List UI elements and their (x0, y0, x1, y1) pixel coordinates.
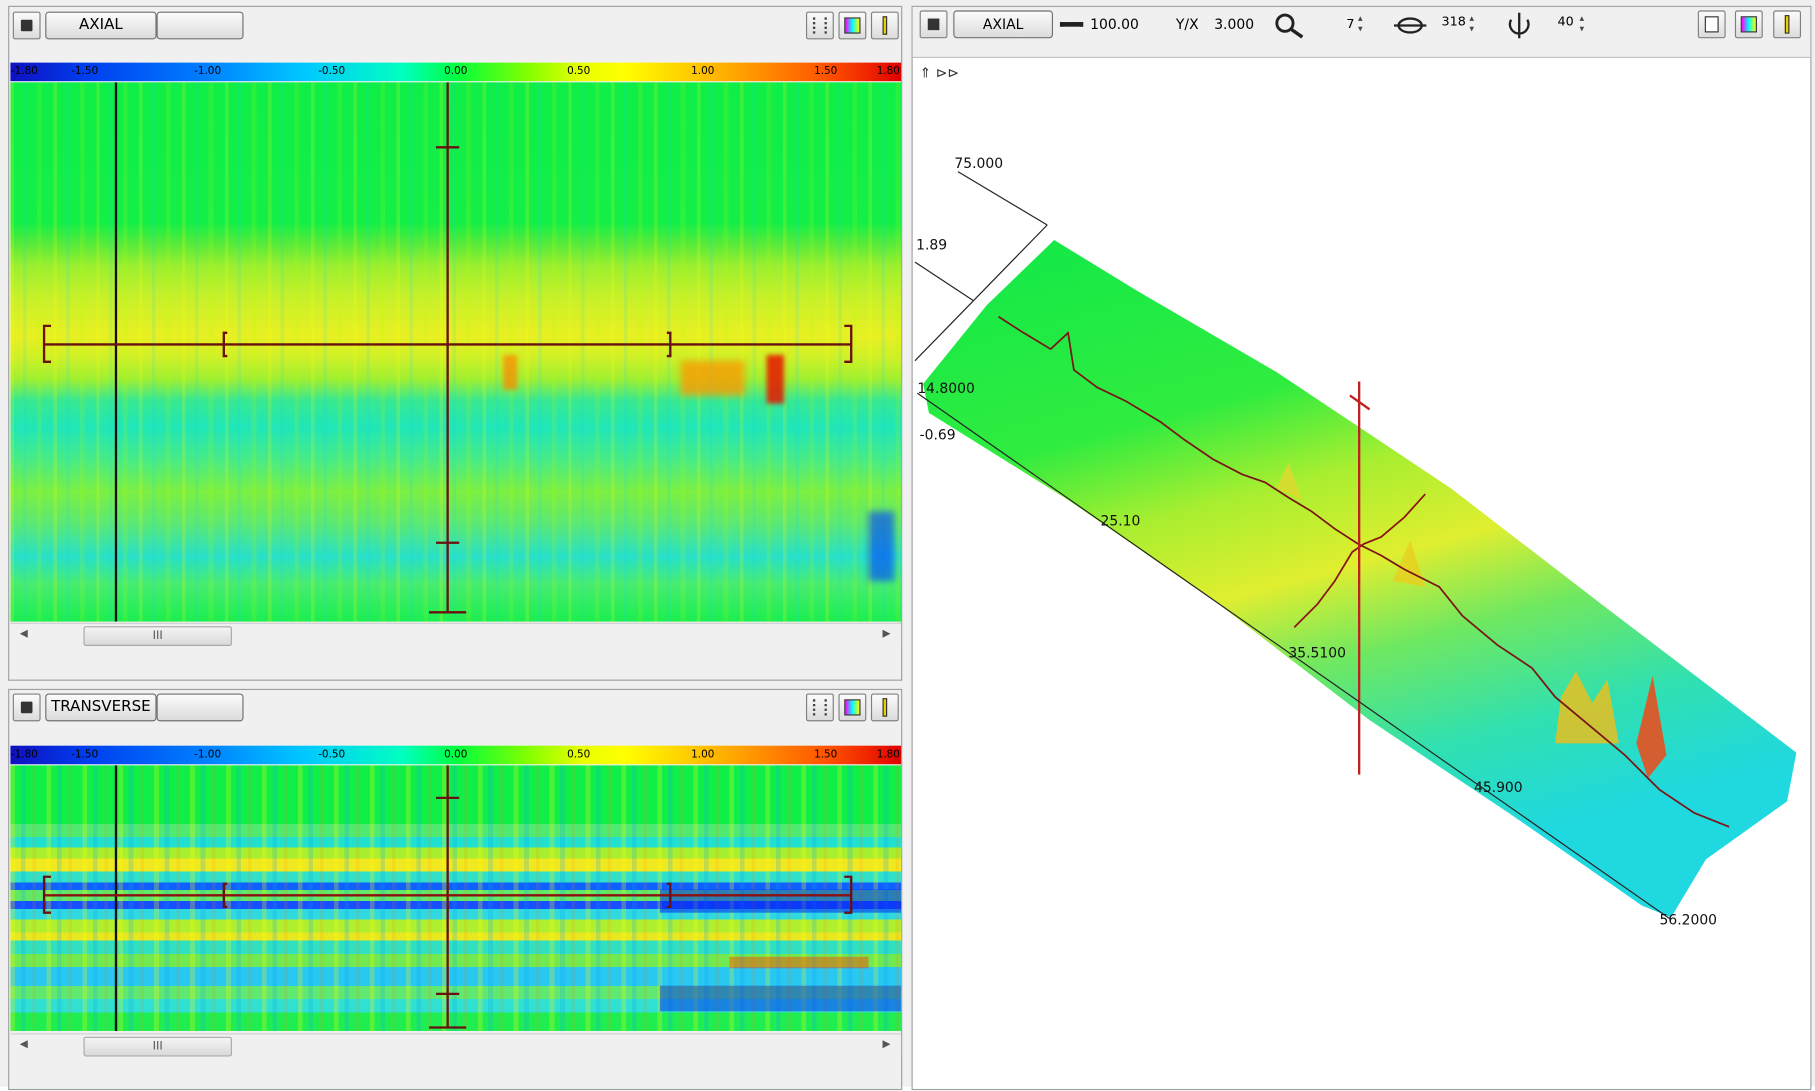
axis-label: -0.69 (920, 428, 956, 444)
axis-label: 45.900 (1474, 780, 1523, 796)
axis-label: 56.2000 (1660, 912, 1718, 928)
application-window: AXIAL -1.80-1.50-1.00-0.500.000.501.001.… (0, 0, 1815, 1087)
axis-label: 75.000 (954, 156, 1003, 172)
page: AXIAL -1.80-1.50-1.00-0.500.000.501.001.… (0, 0, 1815, 1087)
axis-label: 25.10 (1101, 513, 1141, 529)
axis-label: 14.8000 (917, 381, 975, 397)
surface-plot: 75.000 1.89 14.8000 -0.69 25.10 35.5100 45.900… (1, 1, 1812, 1091)
axis-line (915, 262, 973, 300)
view3d-panel: AXIAL 100.00 Y/X 3.000 7 ▴▾ 318 ▴▾ 40 ▴▾… (912, 6, 1812, 1090)
axis-line (958, 172, 1047, 225)
axis-label: 1.89 (916, 237, 947, 253)
axis-label: 35.5100 (1288, 646, 1346, 662)
